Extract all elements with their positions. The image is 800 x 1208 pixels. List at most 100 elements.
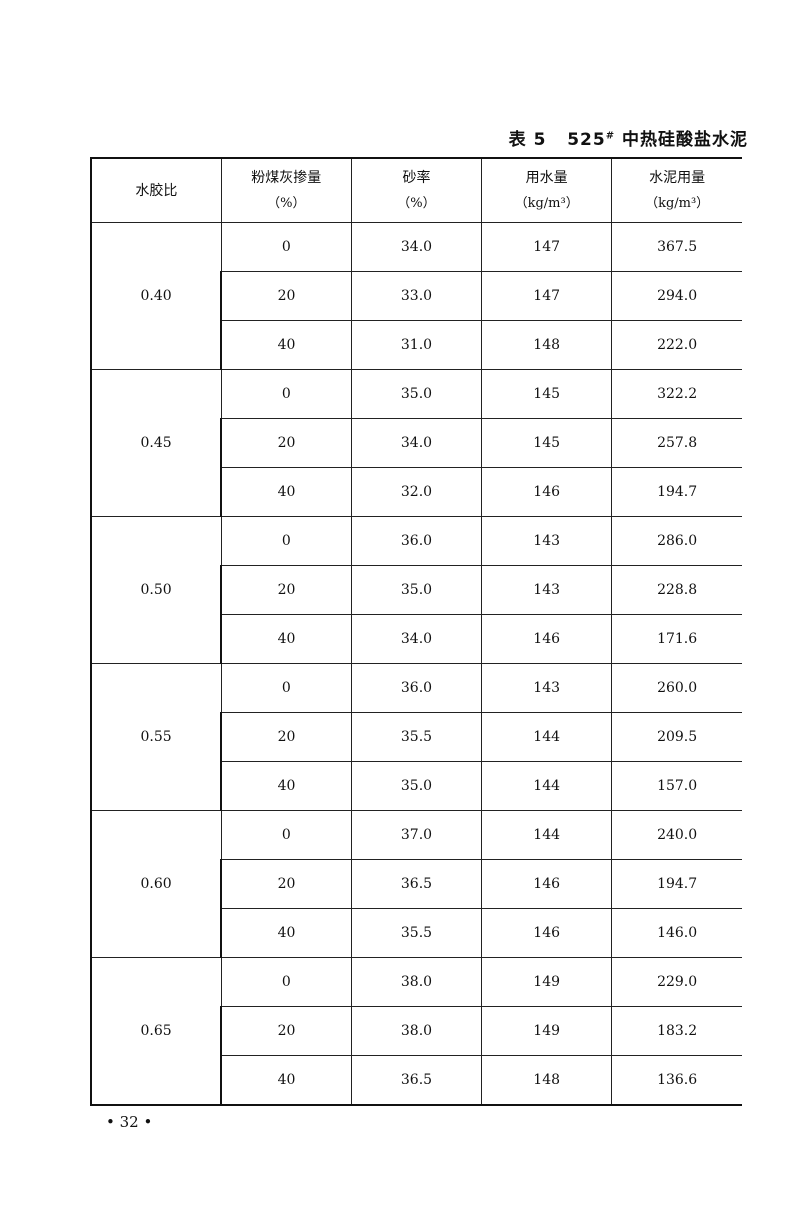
table-cell: 38.0: [350, 957, 483, 1007]
column-header: 水胶比: [89, 157, 222, 223]
table-cell: 146: [481, 614, 613, 664]
table-row: 40 32.0 146 194.7: [91, 467, 742, 517]
table-cell: 0: [220, 369, 352, 419]
table-cell: 20: [220, 1006, 352, 1056]
table-cell: 36.5: [350, 859, 483, 909]
table-cell: 147: [481, 222, 613, 272]
water-binder-ratio-cell: 0.60: [89, 810, 222, 958]
table-cell: 183.2: [611, 1006, 742, 1056]
table-cell: 194.7: [611, 467, 742, 517]
table-cell: 34.0: [350, 418, 483, 468]
water-binder-ratio-cell: 0.45: [89, 369, 222, 517]
table-cell: 322.2: [611, 369, 742, 419]
table-cell: 33.0: [350, 271, 483, 321]
table-cell: 222.0: [611, 320, 742, 370]
table-row: 0.55 0 36.0 143 260.0: [89, 663, 742, 811]
water-binder-ratio-cell: 0.55: [89, 663, 222, 811]
grade-mark: #: [605, 130, 616, 142]
table-cell: 36.0: [350, 663, 483, 713]
table-row: 0.40 0 34.0 147 367.5: [89, 222, 742, 370]
table-cell: 38.0: [350, 1006, 483, 1056]
table-row: 20 33.0 147 294.0: [91, 271, 742, 321]
table-cell: 157.0: [611, 761, 742, 811]
table-cell: 229.0: [611, 957, 742, 1007]
header-row: 水胶比 粉煤灰掺量 （%） 砂率 （%） 用水量 （kg/m³） 水泥用量 （kg/m³）: [89, 157, 742, 223]
table-cell: 286.0: [611, 516, 742, 566]
header-unit: （%）: [267, 195, 306, 211]
table-cell: 34.0: [350, 222, 483, 272]
table-row: 20 35.0 143 228.8: [91, 565, 742, 615]
table-row: 20 36.5 146 194.7: [91, 859, 742, 909]
column-header: 用水量 （kg/m³）: [481, 157, 613, 223]
table-cell: 0: [220, 516, 352, 566]
table-row: 0.45 0 35.0 145 322.2: [89, 369, 742, 517]
table-cell: 37.0: [350, 810, 483, 860]
table-cell: 40: [220, 908, 352, 958]
water-binder-ratio-cell: 0.50: [89, 516, 222, 664]
table-cell: 144: [481, 761, 613, 811]
table-cell: 144: [481, 810, 613, 860]
table-cell: 149: [481, 1006, 613, 1056]
table-cell: 143: [481, 565, 613, 615]
page-number: • 32 •: [106, 1113, 153, 1131]
table-cell: 260.0: [611, 663, 742, 713]
table-cell: 148: [481, 1055, 613, 1106]
table-row: 40 36.5 148 136.6: [91, 1055, 742, 1106]
table-cell: 294.0: [611, 271, 742, 321]
table-cell: 35.0: [350, 369, 483, 419]
table-cell: 171.6: [611, 614, 742, 664]
table-cell: 40: [220, 320, 352, 370]
table-cell: 209.5: [611, 712, 742, 762]
table-cell: 0: [220, 810, 352, 860]
column-header: 粉煤灰掺量 （%）: [220, 157, 352, 223]
table-cell: 146: [481, 859, 613, 909]
mix-proportion-table: 水胶比 粉煤灰掺量 （%） 砂率 （%） 用水量 （kg/m³） 水泥用量 （kg/m³） 0.…: [89, 157, 742, 1106]
header-unit: （kg/m³）: [514, 195, 579, 211]
table-caption: 表 5 525# 中热硅酸盐水泥: [509, 125, 748, 150]
table-cell: 147: [481, 271, 613, 321]
header-unit: （kg/m³）: [645, 195, 710, 211]
table-row: 40 35.5 146 146.0: [91, 908, 742, 958]
table-cell: 0: [220, 222, 352, 272]
header-label: 用水量: [525, 169, 568, 186]
table-number: 表 5: [508, 130, 547, 150]
water-binder-ratio-cell: 0.40: [89, 222, 222, 370]
table-cell: 143: [481, 516, 613, 566]
table-cell: 367.5: [611, 222, 742, 272]
table-cell: 149: [481, 957, 613, 1007]
column-header: 水泥用量 （kg/m³）: [611, 157, 742, 223]
table-cell: 148: [481, 320, 613, 370]
table-cell: 40: [220, 467, 352, 517]
table-cell: 240.0: [611, 810, 742, 860]
table-cell: 31.0: [350, 320, 483, 370]
table-cell: 194.7: [611, 859, 742, 909]
table-row: 0.65 0 38.0 149 229.0: [89, 957, 742, 1106]
table-row: 40 35.0 144 157.0: [91, 761, 742, 811]
table-cell: 146.0: [611, 908, 742, 958]
table-cell: 40: [220, 614, 352, 664]
table-cell: 35.5: [350, 712, 483, 762]
table-cell: 40: [220, 761, 352, 811]
column-header: 砂率 （%）: [350, 157, 483, 223]
table-cell: 136.6: [611, 1055, 742, 1106]
table-cell: 145: [481, 369, 613, 419]
table-cell: 34.0: [350, 614, 483, 664]
table-row: 20 35.5 144 209.5: [91, 712, 742, 762]
table-cell: 35.0: [350, 761, 483, 811]
table-cell: 32.0: [350, 467, 483, 517]
table-cell: 146: [481, 908, 613, 958]
table-cell: 36.5: [350, 1055, 483, 1106]
table-cell: 144: [481, 712, 613, 762]
table-row: 20 38.0 149 183.2: [91, 1006, 742, 1056]
table-cell: 35.0: [350, 565, 483, 615]
table-cell: 145: [481, 418, 613, 468]
table-cell: 143: [481, 663, 613, 713]
header-label: 粉煤灰掺量: [251, 169, 322, 186]
cement-grade: 525: [567, 130, 606, 150]
header-label: 砂率: [402, 169, 431, 186]
header-label: 水胶比: [135, 182, 178, 199]
table-cell: 0: [220, 663, 352, 713]
table-row: 0.50 0 36.0 143 286.0: [89, 516, 742, 664]
header-label: 水泥用量: [649, 169, 706, 186]
table-row: 0.60 0 37.0 144 240.0: [89, 810, 742, 958]
